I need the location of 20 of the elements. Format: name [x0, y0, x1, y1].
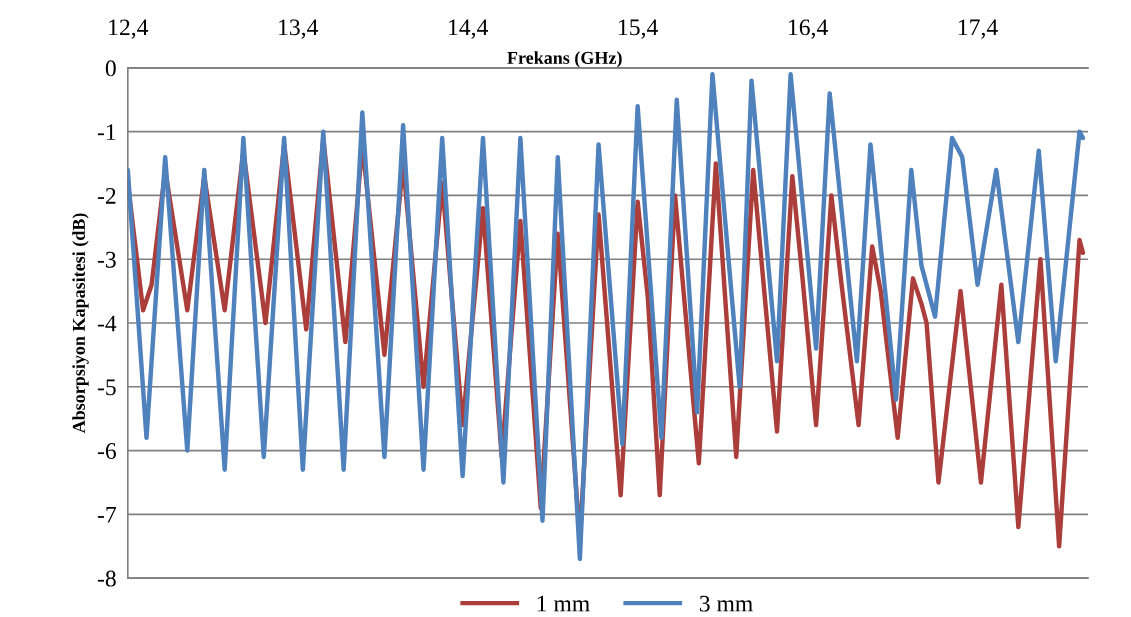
- y-axis-title: Absorpsiyon Kapasitesi (dB): [72, 213, 89, 434]
- line-series: [127, 72, 1086, 562]
- legend-label: 3 mm: [699, 595, 753, 612]
- y-tick-label: -1: [97, 124, 116, 140]
- x-tick-label: 12,4: [109, 19, 149, 39]
- y-tick-label: -4: [97, 315, 117, 332]
- x-tick-label: 13,4: [279, 19, 319, 39]
- y-tick-label: -3: [97, 251, 116, 268]
- legend-label: 1 mm: [537, 595, 590, 612]
- y-tick-label: -8: [97, 570, 116, 587]
- x-axis-title: Frekans (GHz): [507, 51, 622, 68]
- y-tick-label: -5: [97, 379, 116, 396]
- y-tick-label: 0: [105, 60, 116, 77]
- y-tick-label: -7: [97, 507, 117, 523]
- x-tick-label: 14,4: [449, 19, 488, 39]
- y-tick-label: -6: [97, 443, 116, 459]
- x-tick-label: 15,4: [619, 19, 658, 39]
- y-tick-label: -2: [97, 187, 116, 204]
- x-tick-label: 16,4: [789, 19, 828, 39]
- x-tick-label: 17,4: [958, 19, 998, 39]
